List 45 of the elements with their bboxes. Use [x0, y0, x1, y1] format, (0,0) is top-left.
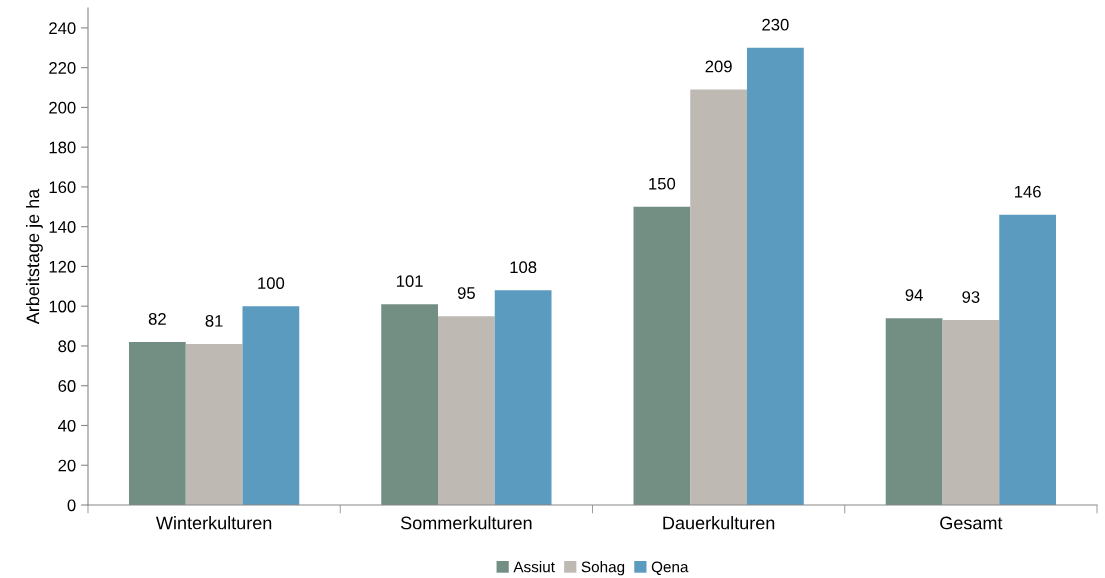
y-tick-label: 140: [49, 221, 76, 233]
data-label: 101: [396, 275, 423, 288]
bar: [633, 206, 691, 505]
bar: [438, 316, 495, 505]
y-tick-label: 160: [49, 181, 76, 194]
y-tick-label: 120: [49, 260, 76, 273]
y-tick-label: 40: [58, 419, 76, 432]
y-tick-label: 180: [49, 141, 76, 154]
bar: [381, 304, 438, 505]
y-tick-label: 80: [58, 340, 76, 353]
data-label: 230: [762, 18, 789, 31]
data-label: 108: [510, 261, 537, 274]
x-tick-label: Winterkulturen: [156, 516, 272, 530]
data-label: 94: [905, 289, 923, 301]
data-label: 82: [148, 313, 166, 325]
y-tick-label: 20: [58, 459, 76, 472]
y-tick-label: 200: [49, 101, 76, 114]
y-axis-title: Arbeitstage je ha: [26, 188, 43, 325]
data-label: 81: [205, 314, 223, 327]
legend-label: Assiut: [513, 561, 555, 573]
y-tick-label: 240: [49, 22, 76, 35]
data-label: 95: [457, 287, 475, 299]
data-label: 150: [649, 177, 676, 190]
bar: [242, 306, 300, 505]
x-tick-label: Dauerkulturen: [663, 516, 775, 530]
bar: [690, 89, 747, 505]
y-tick-label: 220: [49, 62, 76, 74]
y-tick-label: 100: [49, 300, 76, 313]
bar: [942, 320, 1000, 505]
bar: [494, 290, 552, 505]
data-label: 100: [258, 277, 285, 290]
bar: [885, 318, 943, 505]
y-tick-label: 60: [58, 380, 76, 392]
legend-label: Sohag: [581, 561, 625, 576]
data-label: 93: [962, 291, 980, 303]
bar: [128, 341, 186, 505]
bar: [185, 343, 243, 505]
bar: [747, 47, 804, 505]
x-tick-label: Sommerkulturen: [400, 516, 532, 530]
bar: [999, 214, 1057, 505]
x-tick-label: Gesamt: [940, 516, 1003, 530]
data-label: 146: [1015, 185, 1041, 198]
data-label: 209: [705, 60, 732, 73]
y-tick-label: 0: [67, 499, 76, 512]
legend-label: Qena: [651, 561, 689, 576]
